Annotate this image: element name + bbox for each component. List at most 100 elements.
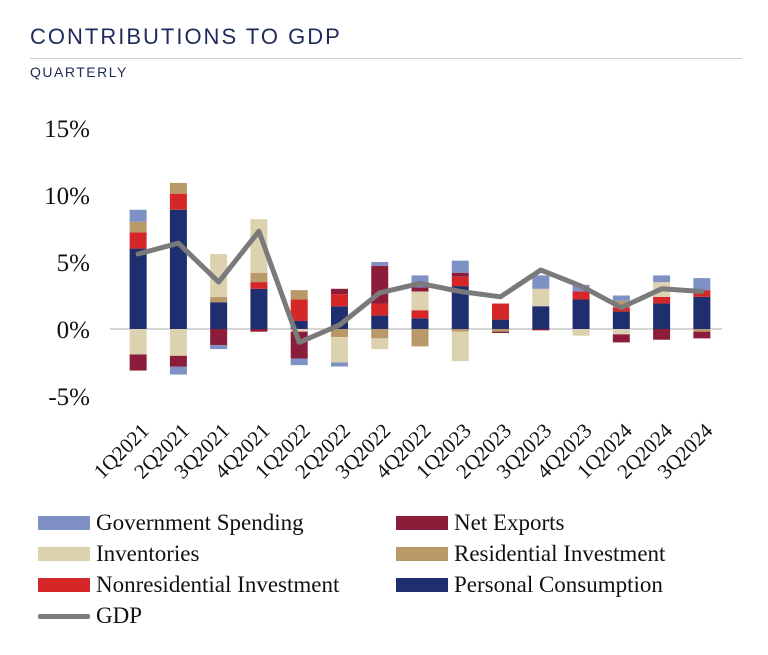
- bar-segment-net-exports: [693, 331, 711, 339]
- bar-segment-government-spending: [653, 275, 671, 283]
- legend-label: Inventories: [96, 541, 200, 566]
- legend-item-personal-consumption: Personal Consumption: [396, 572, 663, 598]
- bar-segment-net-exports: [492, 331, 510, 334]
- legend-item-residential-investment: Residential Investment: [396, 541, 665, 567]
- bar-segment-personal-consumption: [210, 302, 228, 329]
- y-tick-label: -5%: [48, 384, 90, 411]
- bar-segment-personal-consumption: [532, 306, 550, 329]
- legend-swatch: [396, 578, 448, 592]
- gdp-contributions-chart: 15%10%5%0%-5%1Q20212Q20213Q20214Q20211Q2…: [44, 116, 722, 483]
- bar-segment-inventories: [210, 253, 228, 297]
- legend-item-net-exports: Net Exports: [396, 510, 565, 536]
- bar-segment-inventories: [451, 331, 469, 362]
- bar-segment-government-spending: [210, 345, 228, 350]
- bar-segment-personal-consumption: [693, 296, 711, 329]
- bar-segment-government-spending: [290, 358, 308, 366]
- bar-segment-personal-consumption: [451, 286, 469, 329]
- bar-segment-residential-investment: [210, 296, 228, 303]
- bar-segment-net-exports: [411, 287, 429, 292]
- bar-segment-inventories: [612, 329, 630, 335]
- bar-segment-personal-consumption: [129, 248, 147, 329]
- bar-segment-personal-consumption: [612, 311, 630, 329]
- legend-label: Residential Investment: [454, 541, 666, 566]
- legend-item-government-spending: Government Spending: [38, 510, 304, 536]
- bar-segment-net-exports: [612, 334, 630, 343]
- bar-segment-inventories: [532, 288, 550, 307]
- legend-item-nonresidential-investment: Nonresidential Investment: [38, 572, 339, 598]
- bar-segment-net-exports: [169, 355, 187, 367]
- bar-segment-inventories: [411, 291, 429, 311]
- bar-segment-residential-investment: [371, 329, 389, 339]
- bar-segment-net-exports: [210, 329, 228, 346]
- bar-segment-nonresidential-investment: [451, 276, 469, 287]
- legend-swatch: [38, 613, 90, 619]
- title-divider: [30, 58, 742, 59]
- legend-label: Personal Consumption: [454, 572, 663, 597]
- legend-swatch: [38, 516, 90, 530]
- bar-segment-nonresidential-investment: [250, 282, 268, 289]
- bar-segment-net-exports: [653, 329, 671, 340]
- legend-label: GDP: [96, 603, 143, 628]
- bar-segment-government-spending: [371, 262, 389, 267]
- bar-segment-residential-investment: [612, 300, 630, 308]
- bar-segment-nonresidential-investment: [411, 310, 429, 319]
- bar-segment-inventories: [169, 329, 187, 356]
- bar-segment-nonresidential-investment: [169, 193, 187, 210]
- y-tick-label: 0%: [57, 317, 90, 344]
- bar-segment-inventories: [371, 338, 389, 350]
- bar-segment-inventories: [572, 329, 590, 336]
- legend-swatch: [396, 516, 448, 530]
- bar-segment-inventories: [290, 329, 308, 332]
- bar-segment-residential-investment: [492, 329, 510, 332]
- bar-segment-personal-consumption: [492, 319, 510, 329]
- bar-segment-residential-investment: [250, 272, 268, 283]
- bar-segment-nonresidential-investment: [572, 291, 590, 300]
- bar-segment-net-exports: [451, 272, 469, 277]
- bar-segment-nonresidential-investment: [371, 303, 389, 316]
- legend-item-inventories: Inventories: [38, 541, 199, 567]
- chart-title: CONTRIBUTIONS TO GDP: [30, 24, 342, 49]
- bar-segment-net-exports: [250, 329, 268, 332]
- bar-segment-net-exports: [129, 354, 147, 371]
- legend-item-gdp: GDP: [38, 603, 142, 629]
- legend-swatch: [38, 578, 90, 592]
- legend-label: Government Spending: [96, 510, 304, 535]
- bar-segment-personal-consumption: [290, 320, 308, 329]
- bar-segment-government-spending: [129, 209, 147, 222]
- bar-segment-government-spending: [451, 260, 469, 273]
- bar-segment-nonresidential-investment: [129, 232, 147, 249]
- bar-segment-residential-investment: [169, 182, 187, 194]
- bar-segment-residential-investment: [411, 329, 429, 347]
- legend-swatch: [38, 547, 90, 561]
- bar-segment-nonresidential-investment: [330, 294, 348, 307]
- bar-segment-residential-investment: [290, 290, 308, 300]
- bar-segment-government-spending: [169, 366, 187, 375]
- bar-segment-net-exports: [330, 288, 348, 295]
- y-tick-label: 5%: [57, 250, 90, 277]
- legend-swatch: [396, 547, 448, 561]
- bar-segment-personal-consumption: [653, 303, 671, 329]
- bar-segment-nonresidential-investment: [290, 299, 308, 321]
- bar-segment-inventories: [330, 337, 348, 363]
- bar-segment-government-spending: [532, 275, 550, 289]
- bar-segment-residential-investment: [129, 221, 147, 233]
- bar-segment-personal-consumption: [169, 209, 187, 329]
- y-tick-label: 10%: [44, 183, 90, 210]
- bar-segment-personal-consumption: [371, 315, 389, 329]
- bar-segment-government-spending: [330, 362, 348, 367]
- legend-label: Net Exports: [454, 510, 565, 535]
- bar-segment-personal-consumption: [572, 299, 590, 329]
- bar-segment-personal-consumption: [411, 318, 429, 329]
- y-tick-label: 15%: [44, 116, 90, 143]
- bar-segment-residential-investment: [693, 329, 711, 332]
- bar-segment-net-exports: [532, 329, 550, 331]
- gdp-line: [135, 228, 705, 345]
- bar-segment-residential-investment: [330, 329, 348, 338]
- bar-segment-residential-investment: [451, 329, 469, 332]
- bar-segment-nonresidential-investment: [653, 296, 671, 304]
- bar-segment-personal-consumption: [250, 288, 268, 329]
- chart-subtitle: QUARTERLY: [30, 64, 128, 80]
- bar-segment-government-spending: [612, 295, 630, 301]
- bar-segment-nonresidential-investment: [492, 303, 510, 320]
- legend-label: Nonresidential Investment: [96, 572, 340, 597]
